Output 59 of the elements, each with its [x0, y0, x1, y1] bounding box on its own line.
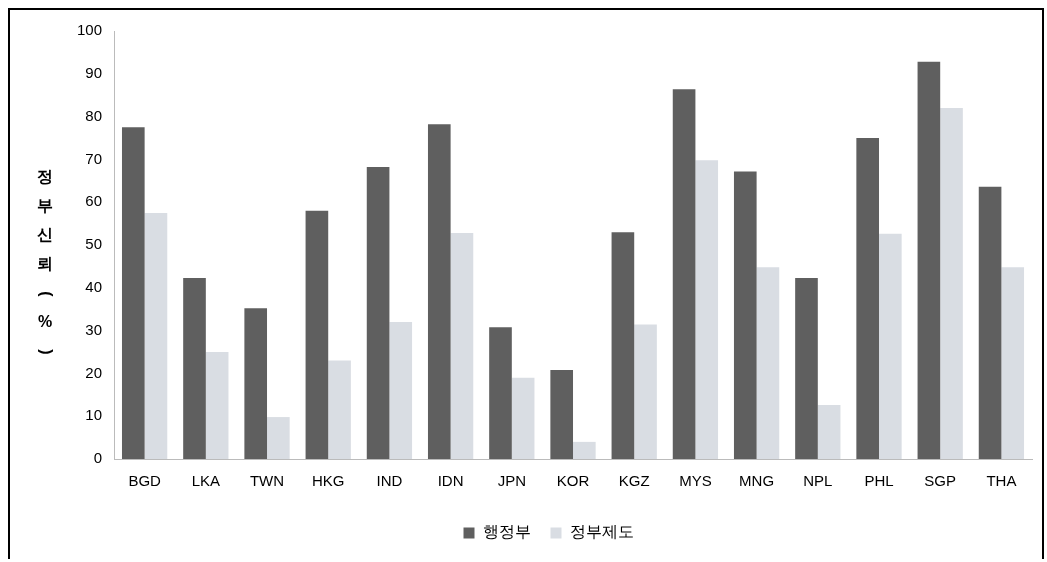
y-tick-label: 60 [85, 192, 103, 210]
bar [121, 127, 145, 459]
bar [489, 327, 512, 459]
x-tick-label: LKA [191, 472, 220, 490]
bar [366, 167, 390, 459]
bar [550, 369, 574, 459]
bar [183, 277, 206, 459]
bar [795, 277, 818, 459]
y-tick-label: 100 [77, 21, 103, 39]
bar [917, 61, 941, 459]
bar [879, 233, 902, 459]
bar [756, 267, 780, 459]
x-tick-label: THA [986, 472, 1017, 490]
bar [634, 324, 657, 459]
bar [856, 138, 879, 459]
x-tick-label: TWN [249, 472, 285, 490]
x-tick-label: IDN [437, 472, 464, 490]
x-tick-label: JPN [497, 472, 526, 490]
y-tick-label: 0 [93, 449, 103, 467]
legend-label: 행정부 [482, 523, 531, 541]
bar [573, 441, 596, 459]
y-tick-label: 90 [85, 63, 103, 81]
bar [389, 322, 413, 459]
bar [672, 89, 696, 459]
bar [1001, 267, 1025, 459]
x-tick-label: SGP [924, 472, 957, 490]
x-tick-label: KOR [556, 472, 590, 490]
y-tick-label: 50 [85, 235, 103, 253]
bar [244, 308, 268, 459]
x-tick-label: PHL [864, 472, 894, 490]
bar [611, 232, 635, 459]
bar [511, 377, 535, 459]
x-tick-label: HKG [311, 472, 345, 490]
y-tick-label: 40 [85, 277, 103, 295]
bar [940, 108, 963, 459]
x-tick-label: IND [376, 472, 403, 490]
x-tick-label: MYS [679, 472, 712, 490]
legend-label: 정부제도 [569, 523, 634, 541]
y-tick-label: 70 [85, 149, 103, 167]
x-tick-label: KGZ [618, 472, 650, 490]
bar [328, 360, 351, 459]
x-tick-label: MNG [739, 472, 775, 490]
bar [205, 352, 229, 459]
bar [267, 417, 290, 459]
bar [427, 124, 451, 459]
y-tick-label: 10 [85, 406, 103, 424]
x-tick-label: BGD [128, 472, 162, 490]
bar [144, 212, 168, 459]
bar [450, 233, 474, 459]
y-tick-label: 30 [85, 320, 103, 338]
y-axis-title: 정부신뢰(%) [37, 168, 55, 355]
bar [733, 171, 757, 459]
bar [695, 160, 719, 459]
bar [305, 210, 329, 459]
y-tick-label: 20 [85, 363, 103, 381]
bar [817, 405, 841, 459]
x-tick-label: NPL [803, 472, 833, 490]
bar [978, 186, 1002, 459]
y-tick-label: 80 [85, 106, 103, 124]
